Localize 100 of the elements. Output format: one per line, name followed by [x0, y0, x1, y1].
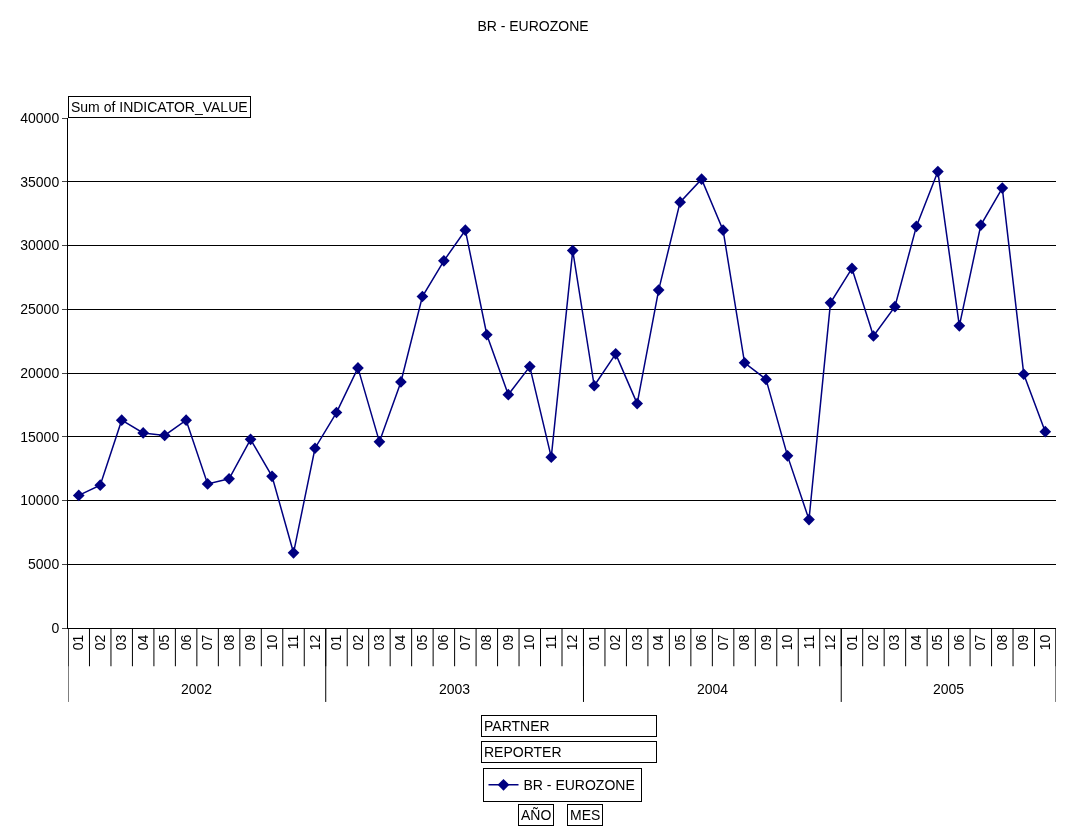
point [910, 220, 923, 233]
x-tick-label: 06 [693, 634, 710, 651]
x-tick-label: 12 [306, 634, 323, 651]
point [94, 479, 107, 492]
x-tick-label: 08 [993, 634, 1010, 651]
x-tick-label: 07 [456, 634, 473, 651]
x-tick-label: 06 [435, 634, 452, 651]
point [717, 224, 729, 237]
y-tick-label: 25000 [20, 301, 60, 318]
point [652, 284, 665, 296]
y-tick-label: 5000 [28, 556, 60, 573]
x-tick-label: 10 [263, 634, 280, 651]
point [287, 546, 300, 559]
point [201, 478, 214, 490]
point [867, 330, 880, 342]
point [330, 406, 343, 419]
point [674, 196, 686, 208]
text: 2003 [439, 681, 471, 697]
point [738, 356, 751, 369]
text: 2004 [697, 681, 729, 697]
x-tick-label: 02 [91, 634, 108, 651]
x-tick-label: 03 [370, 634, 387, 651]
y-tick-label: 30000 [20, 237, 60, 254]
chart-title: BR - EUROZONE [477, 17, 589, 34]
x-tick-label: 04 [134, 634, 151, 651]
x-tick-label: 01 [585, 634, 602, 651]
point [395, 376, 407, 388]
x-tick-label: 03 [886, 634, 903, 651]
x-tick-label: 08 [478, 634, 495, 651]
x-tick-label: 07 [199, 634, 216, 651]
point [588, 379, 601, 392]
x-tick-label: 03 [628, 634, 645, 651]
point [309, 442, 321, 455]
point [266, 470, 278, 483]
text: 2005 [933, 681, 965, 697]
y-tick-label: 15000 [20, 428, 60, 445]
x-tick-label: 12 [822, 634, 839, 651]
point [72, 489, 85, 502]
x-tick-label: 01 [843, 634, 860, 651]
point [803, 513, 815, 526]
x-tick-label: 04 [392, 634, 409, 651]
point [373, 436, 386, 448]
x-tick-label: 04 [907, 634, 924, 651]
point [781, 450, 794, 462]
x-tick-label: 04 [650, 634, 667, 651]
point [480, 328, 493, 341]
x-tick-label: 01 [70, 634, 87, 651]
text: REPORTER [484, 744, 562, 760]
point [180, 414, 192, 427]
x-tick-label: 10 [1036, 634, 1053, 651]
x-tick-label: 02 [349, 634, 366, 651]
point [1017, 368, 1030, 381]
point [566, 244, 579, 257]
point [996, 182, 1009, 194]
x-tick-label: 10 [779, 634, 796, 651]
point [1039, 425, 1052, 438]
x-tick-label: 03 [113, 634, 130, 651]
y-tick-label: 10000 [20, 492, 60, 509]
point [115, 414, 128, 427]
text: AÑO [521, 807, 552, 823]
legend-label: BR - EUROZONE [523, 777, 635, 794]
x-tick-label: 05 [413, 634, 430, 651]
point [974, 219, 987, 231]
x-tick-label: 09 [242, 634, 259, 651]
x-tick-label: 07 [972, 634, 989, 651]
point [158, 429, 171, 442]
point [760, 373, 772, 386]
x-tick-label: 09 [499, 634, 516, 651]
x-tick-label: 11 [542, 634, 559, 650]
text: PARTNER [484, 718, 550, 734]
point [824, 297, 837, 309]
y-tick-label: 40000 [20, 109, 60, 126]
point [545, 451, 558, 463]
x-tick-label: 07 [714, 634, 731, 651]
point [846, 262, 858, 275]
x-tick-label: 10 [521, 634, 538, 651]
text: MES [570, 807, 601, 823]
point [137, 427, 150, 439]
text: 2002 [181, 681, 213, 697]
x-tick-label: 12 [564, 634, 581, 651]
x-tick-label: 11 [285, 634, 302, 650]
x-tick-label: 01 [328, 634, 345, 651]
point [459, 224, 472, 237]
point [416, 290, 429, 303]
point [631, 397, 644, 410]
point [953, 319, 966, 332]
y-tick-label: 35000 [20, 173, 60, 190]
y-tick-label: 0 [51, 619, 60, 636]
x-tick-label: 05 [671, 634, 688, 651]
x-tick-label: 06 [177, 634, 194, 651]
x-tick-label: 02 [607, 634, 624, 651]
x-tick-label: 08 [736, 634, 753, 651]
x-tick-label: 09 [1015, 634, 1032, 651]
text: Sum of INDICATOR_VALUE [71, 99, 248, 115]
point [223, 472, 235, 485]
point [695, 173, 708, 186]
point [932, 165, 944, 178]
x-tick-label: 08 [220, 634, 237, 651]
point [438, 254, 450, 267]
point [244, 433, 257, 446]
